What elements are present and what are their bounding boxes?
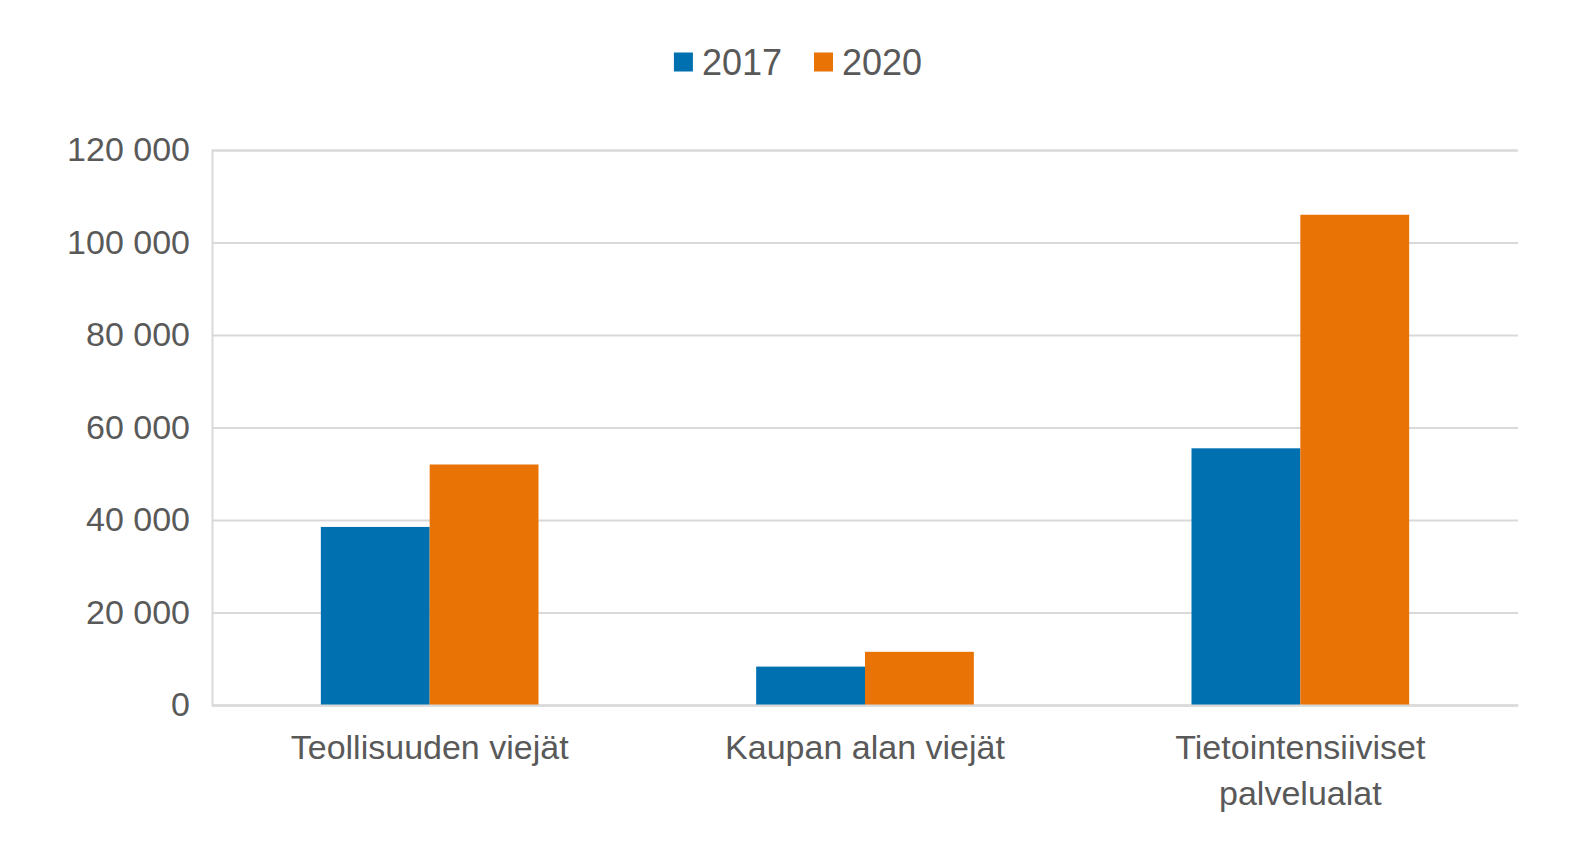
y-tick-label: 40 000 (86, 500, 190, 538)
x-tick-label: Tietointensiiviset palvelualat (1175, 728, 1426, 812)
grid-line (212, 705, 1518, 707)
y-tick: 120 000 (67, 130, 1518, 168)
y-tick-label: 60 000 (86, 408, 190, 446)
y-tick-label: 0 (171, 685, 190, 723)
series (321, 448, 1301, 705)
legend-item: 2020 (814, 42, 922, 83)
legend: 2017 2020 (674, 42, 922, 83)
x-axis-line (213, 705, 1519, 707)
x-tick-label-line: Teollisuuden viejät (291, 728, 569, 766)
x-tick-label-line: Kaupan alan viejät (725, 728, 1005, 766)
legend-label: 2017 (702, 42, 782, 83)
x-axis: Teollisuuden viejät Kaupan alan viejät Tie… (213, 706, 1519, 813)
grid-line (212, 150, 1518, 152)
x-tick-label-line: palvelualat (1219, 774, 1382, 812)
bar (430, 465, 539, 706)
bar (756, 667, 865, 705)
x-tick-label: Teollisuuden viejät (291, 728, 569, 766)
y-tick-label: 20 000 (86, 593, 190, 631)
y-axis: 0 20 000 40 000 60 000 80 000 100 000 120 000 (67, 130, 1518, 723)
bar (865, 652, 974, 705)
bar (1192, 448, 1301, 705)
legend-swatch (674, 53, 693, 72)
x-tick: Teollisuuden viejät (291, 728, 569, 766)
chart: 0 20 000 40 000 60 000 80 000 100 000 120 000 T… (0, 0, 1580, 859)
x-tick: Kaupan alan viejät (725, 728, 1005, 766)
y-tick-label: 120 000 (67, 130, 190, 168)
y-axis-line (213, 151, 1519, 706)
legend-item: 2017 (674, 42, 782, 83)
bar (321, 527, 430, 705)
y-tick-label: 100 000 (67, 223, 190, 261)
x-tick-label-line: Tietointensiiviset (1175, 728, 1426, 766)
plot: 0 20 000 40 000 60 000 80 000 100 000 120 000 T… (67, 130, 1518, 812)
x-tick: Tietointensiiviset palvelualat (1175, 728, 1426, 812)
y-tick-label: 80 000 (86, 315, 190, 353)
bars (321, 215, 1409, 705)
series (430, 215, 1410, 705)
x-tick-label: Kaupan alan viejät (725, 728, 1005, 766)
legend-swatch (814, 53, 833, 72)
bar (1300, 215, 1409, 705)
legend-label: 2020 (842, 42, 922, 83)
